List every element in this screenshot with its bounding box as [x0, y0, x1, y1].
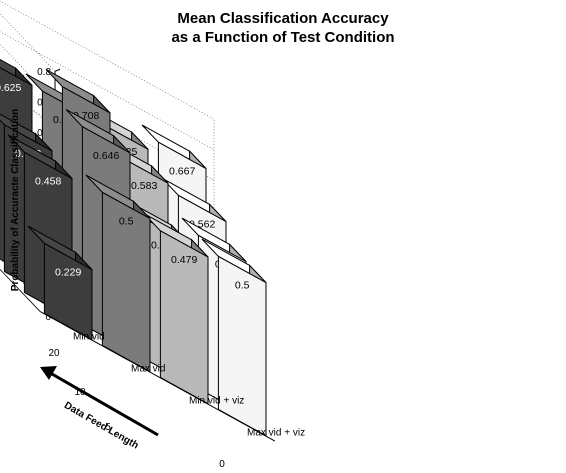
x-axis: Min vid Max vid Min vid + viz Max vid + viz… — [0, 268, 305, 470]
condition-label: Min vid + viz — [189, 395, 244, 406]
bar-value-label: 0.625 — [0, 82, 21, 94]
feed-length-label: 0 — [219, 459, 225, 470]
bar: 0.229 — [27, 225, 93, 341]
y-tick-label: 0.8 — [37, 67, 51, 78]
bar: 0.5 — [201, 238, 267, 437]
y-tick-mark-8 — [54, 68, 61, 72]
bar: 0.5 — [85, 174, 151, 373]
bar: 0.458 — [7, 134, 73, 320]
bar-value-label: 0.646 — [93, 150, 119, 162]
gridline-0.7 — [0, 31, 215, 150]
condition-label: Max vid + viz — [247, 427, 305, 438]
bar-value-label: 0.5 — [235, 280, 250, 292]
y-axis-label: Probability of Accuracte Classification — [10, 109, 21, 291]
bar-value-label: 0.479 — [171, 254, 197, 266]
data-feed-arrow — [40, 366, 159, 437]
bar-value-label: 0.458 — [35, 175, 61, 187]
depth-axis-line — [0, 268, 41, 312]
chart-title-line-1: Mean Classification Accuracy — [177, 10, 389, 27]
bar: 0.479 — [143, 213, 209, 405]
bar-value-label: 0.5 — [119, 216, 134, 228]
x-axis-line — [39, 311, 276, 442]
y-tick-label: 0 — [45, 312, 51, 323]
chart-title-line-2: as a Function of Test Condition — [171, 29, 394, 46]
bar-value-label: 0.667 — [169, 165, 195, 177]
bar-value-label: 0.583 — [131, 180, 157, 192]
x-axis-label: Data Feed Length — [62, 400, 140, 451]
bars: 0.6670.6250.6250.6250.5620.5830.7080.479… — [0, 58, 267, 437]
feed-length-label: 10 — [74, 387, 86, 398]
condition-label: Max vid — [131, 363, 165, 374]
condition-label: Min vid — [73, 331, 105, 342]
feed-length-label: 5 — [105, 422, 111, 433]
gridline-0.8 — [0, 0, 215, 120]
feed-length-label: 20 — [48, 348, 60, 359]
bar-value-label: 0.229 — [55, 267, 81, 279]
